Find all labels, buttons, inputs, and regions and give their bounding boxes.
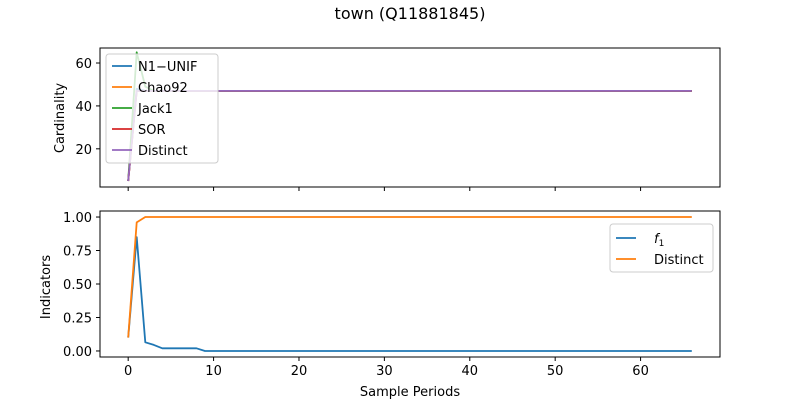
figure-title: town (Q11881845): [335, 4, 486, 23]
indicators-legend-box: [609, 223, 714, 273]
indicators-y-label: Indicators: [39, 255, 54, 319]
cardinality-y-tick-label: 40: [75, 100, 92, 115]
cardinality-y-label: Cardinality: [53, 83, 68, 154]
legend-entry-f1: f1: [616, 232, 664, 249]
indicators-x-tick-label: 60: [632, 364, 649, 379]
indicators-lines: [127, 216, 692, 352]
legend-label-n1-unif: N1−UNIF: [138, 60, 197, 75]
indicators-legend: f1 Distinct: [609, 223, 714, 273]
legend-entry-sor: SOR: [112, 123, 166, 138]
legend-entry-distinct: Distinct: [112, 144, 188, 159]
legend-label-f1-sub: 1: [659, 239, 665, 249]
legend-entry-jack1: Jack1: [112, 102, 173, 117]
indicators-y-tick-label: 1.00: [63, 211, 92, 226]
legend-label-jack1: Jack1: [137, 102, 173, 117]
cardinality-axes-frame: [99, 47, 721, 188]
legend-label-sor: SOR: [138, 123, 166, 138]
cardinality-legend-box: [105, 53, 219, 164]
indicators-x-tick-label: 40: [462, 364, 479, 379]
legend-entry-n1-unif: N1−UNIF: [112, 60, 197, 75]
indicators-ticks: 0 10 20 30 40 50 60 0.00 0.25 0.50 0.75 1.00: [63, 211, 649, 379]
indicators-y-tick-label: 0.00: [63, 345, 92, 360]
cardinality-legend: N1−UNIF Chao92 Jack1 SOR Distinct: [105, 53, 219, 164]
indicators-y-tick-label: 0.50: [63, 278, 92, 293]
indicators-x-tick-label: 30: [376, 364, 393, 379]
indicators-x-tick-label: 20: [291, 364, 308, 379]
cardinality-y-tick-label: 20: [75, 143, 92, 158]
legend-label-f1-main: f: [654, 232, 661, 247]
legend-label-f1: f1: [654, 232, 664, 249]
legend-label-distinct: Distinct: [138, 144, 188, 159]
cardinality-y-tick-label: 60: [75, 57, 92, 72]
legend-label-distinct-indicator: Distinct: [654, 253, 704, 268]
cardinality-ticks: 20 40 60: [75, 57, 642, 191]
cardinality-subplot: Cardinality 20 40 60 N1−UNIF Chao92 Jack1 …: [53, 47, 721, 191]
legend-entry-chao92: Chao92: [112, 81, 188, 96]
indicators-y-tick-label: 0.75: [63, 245, 92, 260]
indicators-x-tick-label: 0: [124, 364, 132, 379]
indicators-x-label: Sample Periods: [360, 385, 460, 400]
indicators-series-f1: [127, 236, 692, 352]
indicators-subplot: Indicators Sample Periods 0 10 20 30 40 50 600…: [39, 210, 721, 400]
indicators-axes-frame: [99, 210, 721, 358]
legend-entry-distinct-indicator: Distinct: [616, 253, 704, 268]
legend-label-chao92: Chao92: [138, 81, 188, 96]
indicators-x-tick-label: 10: [205, 364, 222, 379]
indicators-y-tick-label: 0.25: [63, 311, 92, 326]
indicators-series-distinct: [127, 216, 692, 338]
indicators-x-tick-label: 50: [547, 364, 564, 379]
